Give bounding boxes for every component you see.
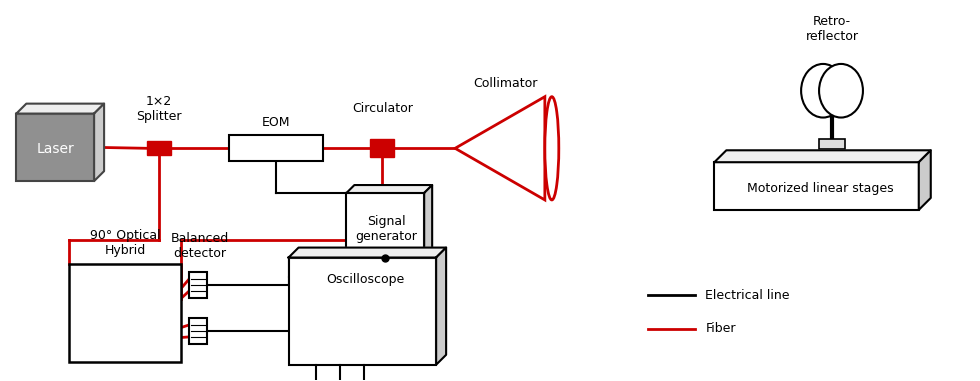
Text: Circulator: Circulator <box>352 102 413 115</box>
Bar <box>288 258 436 365</box>
Text: Fiber: Fiber <box>706 322 736 336</box>
Polygon shape <box>436 248 446 365</box>
Text: 1×2
Splitter: 1×2 Splitter <box>136 94 181 123</box>
Bar <box>70 264 181 362</box>
Bar <box>189 318 207 344</box>
Text: Retro-
reflector: Retro- reflector <box>806 15 858 43</box>
Polygon shape <box>455 97 545 200</box>
Polygon shape <box>919 150 931 210</box>
Polygon shape <box>288 248 446 258</box>
Polygon shape <box>714 150 931 162</box>
Text: Oscilloscope: Oscilloscope <box>326 273 405 286</box>
Ellipse shape <box>819 64 863 117</box>
Bar <box>228 135 323 161</box>
Text: Laser: Laser <box>36 142 74 156</box>
Ellipse shape <box>801 64 845 117</box>
Polygon shape <box>424 185 432 261</box>
Bar <box>346 193 424 261</box>
Bar <box>370 139 394 157</box>
Text: Motorized linear stages: Motorized linear stages <box>747 181 894 195</box>
Polygon shape <box>346 185 432 193</box>
Text: Electrical line: Electrical line <box>706 289 790 302</box>
Bar <box>189 272 207 298</box>
Text: Balanced
detector: Balanced detector <box>171 232 229 259</box>
Bar <box>714 162 919 210</box>
Bar <box>819 139 845 149</box>
Bar <box>147 141 171 155</box>
Polygon shape <box>94 104 104 181</box>
Ellipse shape <box>545 97 559 200</box>
Bar <box>17 114 94 181</box>
Text: 90° Optical
Hybrid: 90° Optical Hybrid <box>90 229 161 257</box>
Text: Collimator: Collimator <box>472 77 537 90</box>
Text: EOM: EOM <box>262 116 290 129</box>
Text: Signal
generator: Signal generator <box>356 215 417 243</box>
Polygon shape <box>17 104 104 114</box>
